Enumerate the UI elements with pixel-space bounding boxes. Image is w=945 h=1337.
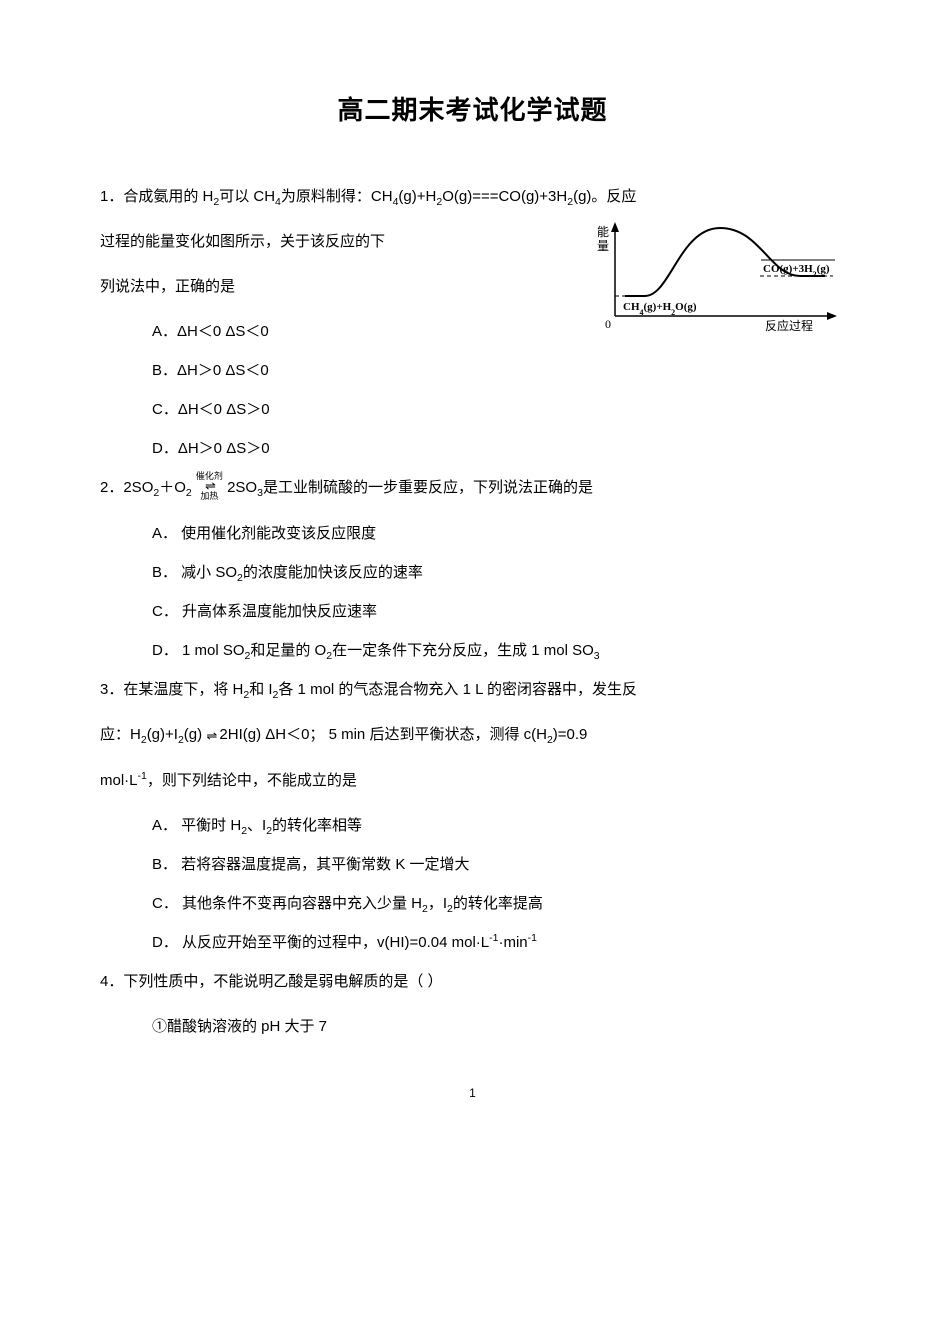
q3-l2a: 应：H: [100, 726, 141, 743]
q3-number: 3．: [100, 681, 123, 698]
q1-choice-c: C．ΔH＜0 ΔS＞0: [100, 390, 845, 429]
q3a-mid: 、I: [247, 817, 266, 834]
q1-l1-m2: 为原料制得：CH: [281, 188, 393, 205]
q3-l2b: (g)+I: [147, 726, 178, 743]
q1-choice-b: B．ΔH＞0 ΔS＜0: [100, 351, 845, 390]
q2d-mid: 和足量的 O: [250, 642, 326, 659]
q3d-sup2: -1: [528, 932, 537, 944]
q1-l1-m4: O(g)===CO(g)+3H: [442, 188, 567, 205]
q4-number: 4．: [100, 973, 123, 990]
q3-l1b: 和 I: [249, 681, 272, 698]
q3-l2d: 2HI(g) ΔH＜0； 5 min 后达到平衡状态，测得 c(H: [219, 726, 547, 743]
diag-ylabel-1: 能: [597, 225, 609, 239]
q4-sub1: ①醋酸钠溶液的 pH 大于 7: [100, 1007, 845, 1046]
q3-l3sup: -1: [138, 770, 147, 782]
q2-lhs-b: ＋O: [159, 479, 186, 496]
question-1: 1．合成氨用的 H2可以 CH4为原料制得：CH4(g)+H2O(g)===CO…: [100, 177, 845, 216]
q2-tail: 是工业制硫酸的一步重要反应，下列说法正确的是: [263, 479, 593, 496]
question-3-line1: 3．在某温度下，将 H2和 I2各 1 mol 的气态混合物充入 1 L 的密闭…: [100, 670, 845, 709]
q2b-pre: B． 减小 SO: [152, 564, 237, 581]
q2-lhs-a: 2SO: [123, 479, 153, 496]
q2d-mid2: 在一定条件下充分反应，生成 1 mol SO: [332, 642, 594, 659]
q1-number: 1．: [100, 188, 123, 205]
diag-origin: 0: [605, 317, 611, 331]
q1-line3: 列说法中，正确的是: [100, 267, 579, 306]
q3-l3a: mol·L: [100, 772, 138, 789]
q1-l1-m1: 可以 CH: [219, 188, 275, 205]
q3-l3b: ，则下列结论中，不能成立的是: [147, 772, 357, 789]
page-number: 1: [100, 1086, 845, 1100]
q2d-pre: D． 1 mol SO: [152, 642, 245, 659]
diag-ylabel-2: 量: [597, 239, 609, 253]
question-4: 4．下列性质中，不能说明乙酸是弱电解质的是（ ）: [100, 962, 845, 1001]
q1-l1-after: (g)。反应: [573, 188, 636, 205]
question-3-line2: 应：H2(g)+I2(g) ⇌ 2HI(g) ΔH＜0； 5 min 后达到平衡…: [100, 715, 845, 754]
q3c-mid: ，I: [428, 895, 447, 912]
question-2: 2．2SO2＋O2 催化剂 ⇌ 加热 2SO3是工业制硫酸的一步重要反应，下列说…: [100, 468, 845, 507]
q3-l1c: 各 1 mol 的气态混合物充入 1 L 的密闭容器中，发生反: [278, 681, 637, 698]
q4-stem: 下列性质中，不能说明乙酸是弱电解质的是（ ）: [123, 973, 442, 990]
q3-choice-a: A． 平衡时 H2、I2的转化率相等: [100, 806, 845, 845]
q3-l1a: 在某温度下，将 H: [123, 681, 243, 698]
q1-l1-m3: (g)+H: [398, 188, 436, 205]
q3-l2e: )=0.9: [553, 726, 588, 743]
q2d-s3: 3: [594, 650, 600, 662]
q2-lhs-b-sub: 2: [186, 487, 192, 499]
q2-choice-c: C． 升高体系温度能加快反应速率: [100, 592, 845, 631]
q3-choice-d: D． 从反应开始至平衡的过程中，v(HI)=0.04 mol·L-1·min-1: [100, 923, 845, 962]
q2b-post: 的浓度能加快该反应的速率: [243, 564, 423, 581]
q3-l2c: (g): [184, 726, 202, 743]
q3d-mid: ·min: [498, 934, 527, 951]
diag-xlabel: 反应过程: [765, 318, 813, 333]
q1-choice-a: A．ΔH＜0 ΔS＜0: [100, 312, 579, 351]
q3c-pre: C． 其他条件不变再向容器中充入少量 H: [152, 895, 422, 912]
arrow-bottom-label: 加热: [196, 492, 223, 501]
q3-choice-c: C． 其他条件不变再向容器中充入少量 H2，I2的转化率提高: [100, 884, 845, 923]
q1-choice-d: D．ΔH＞0 ΔS＞0: [100, 429, 845, 468]
q3d-pre: D． 从反应开始至平衡的过程中，v(HI)=0.04 mol·L: [152, 934, 489, 951]
q2-rhs-a: 2SO: [227, 479, 257, 496]
q2-choice-a: A． 使用催化剂能改变该反应限度: [100, 514, 845, 553]
exam-title: 高二期末考试化学试题: [100, 90, 845, 127]
q3c-post: 的转化率提高: [453, 895, 543, 912]
q3a-pre: A． 平衡时 H: [152, 817, 241, 834]
q1-line1-a: 合成氨用的 H: [123, 188, 213, 205]
equilibrium-arrow-icon: 催化剂 ⇌ 加热: [196, 472, 223, 500]
question-3-line3: mol·L-1，则下列结论中，不能成立的是: [100, 761, 845, 800]
q3-choice-b: B． 若将容器温度提高，其平衡常数 K 一定增大: [100, 845, 845, 884]
q2-number: 2．: [100, 479, 123, 496]
diag-reactant: CH4(g)+H2O(g): [623, 301, 697, 317]
energy-diagram: 能 量 0 反应过程 CH4(g)+H2O(g) CO(g)+3H2(g): [585, 216, 845, 346]
q2-choice-b: B． 减小 SO2的浓度能加快该反应的速率: [100, 553, 845, 592]
q3a-post: 的转化率相等: [272, 817, 362, 834]
q1-line2: 过程的能量变化如图所示，关于该反应的下: [100, 222, 579, 261]
reversible-arrow-icon: ⇌: [206, 719, 215, 753]
q2-choice-d: D． 1 mol SO2和足量的 O2在一定条件下充分反应，生成 1 mol S…: [100, 631, 845, 670]
